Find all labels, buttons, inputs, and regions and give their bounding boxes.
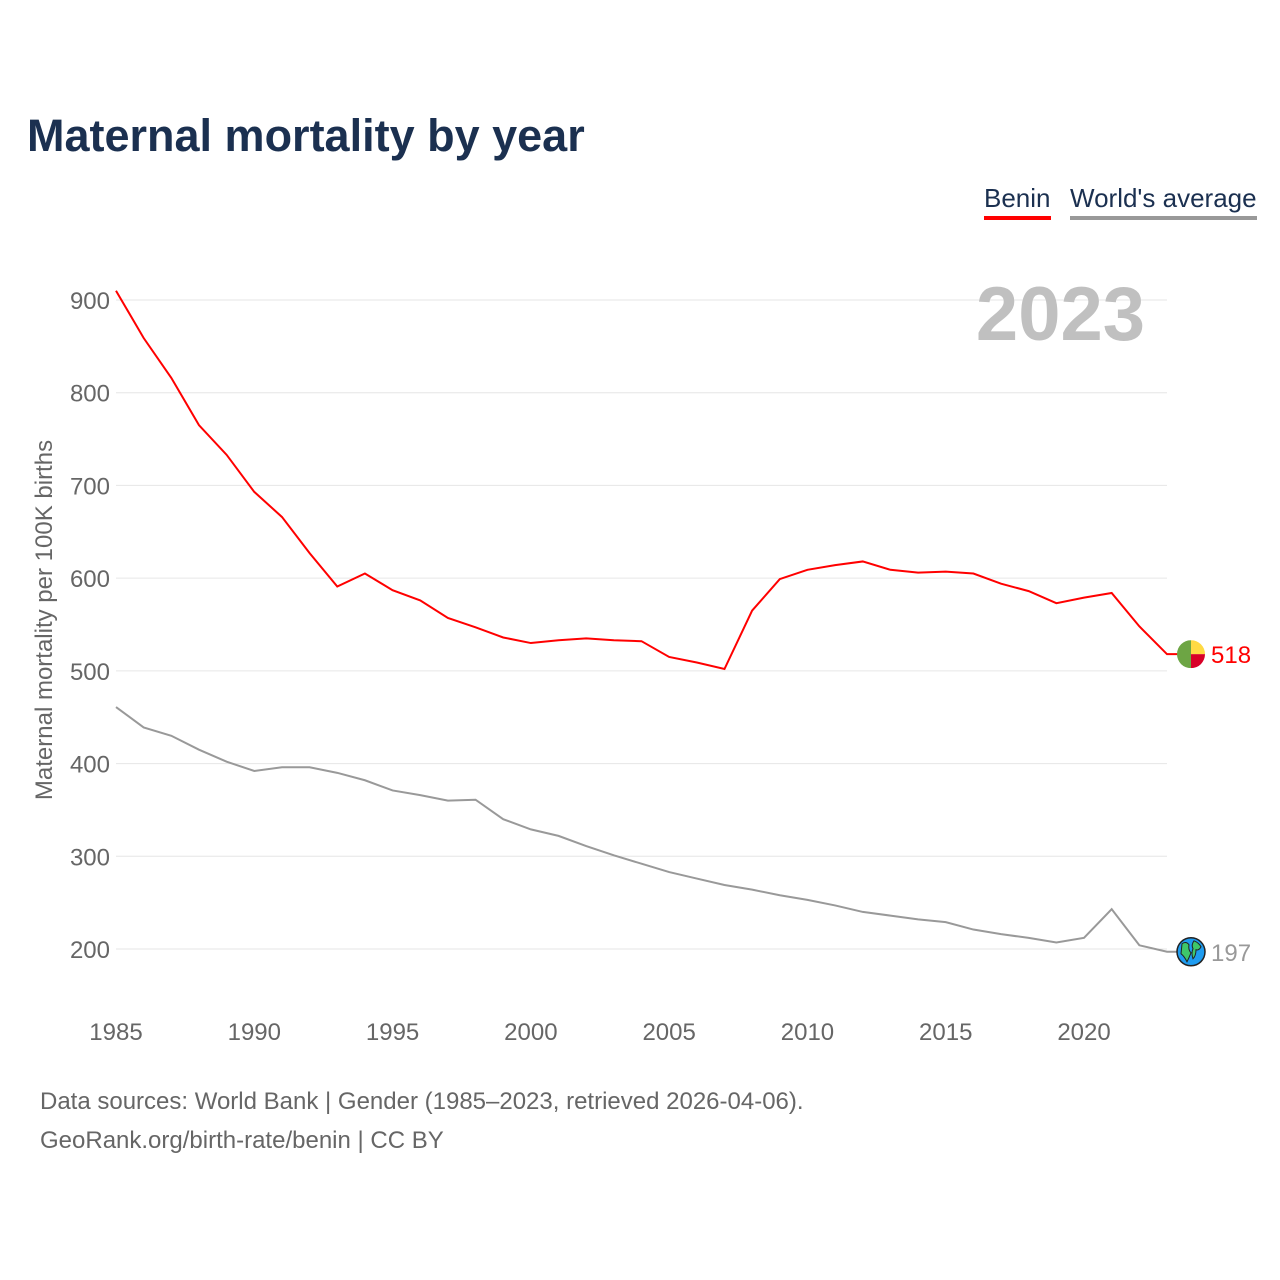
chart: 200 300 400 500 600 700 800 900 1985 1990 1995 2000… — [31, 272, 1251, 1046]
footer-attribution: GeoRank.org/birth-rate/benin | CC BY — [40, 1127, 444, 1154]
benin-flag-icon — [1177, 640, 1205, 669]
y-axis-label: Maternal mortality per 100K births — [31, 440, 58, 800]
y-tick-label: 400 — [70, 752, 110, 779]
legend-world-average[interactable]: World's average — [1070, 183, 1257, 220]
y-tick-label: 300 — [70, 844, 110, 871]
y-tick-label: 200 — [70, 937, 110, 964]
x-tick-label: 2000 — [504, 1019, 557, 1046]
x-tick-label: 1990 — [228, 1019, 281, 1046]
x-tick-label: 1985 — [89, 1019, 142, 1046]
y-tick-label: 600 — [70, 566, 110, 593]
y-tick-label: 700 — [70, 473, 110, 500]
end-value-label-benin: 518 — [1211, 642, 1251, 669]
x-tick-label: 2010 — [781, 1019, 834, 1046]
series-line-world — [115, 706, 1178, 953]
series-line-benin — [115, 290, 1178, 671]
x-tick-label: 2020 — [1057, 1019, 1110, 1046]
y-tick-label: 900 — [70, 288, 110, 315]
x-tick-label: 1995 — [366, 1019, 419, 1046]
end-value-label-world: 197 — [1211, 940, 1251, 967]
chart-title: Maternal mortality by year — [27, 110, 585, 161]
x-tick-label: 2005 — [642, 1019, 695, 1046]
y-tick-label: 500 — [70, 659, 110, 686]
y-tick-label: 800 — [70, 381, 110, 408]
footer-sources: Data sources: World Bank | Gender (1985–… — [40, 1088, 804, 1115]
year-label: 2023 — [976, 272, 1145, 357]
globe-icon — [1176, 937, 1206, 967]
legend-benin[interactable]: Benin — [984, 183, 1051, 220]
x-tick-label: 2015 — [919, 1019, 972, 1046]
